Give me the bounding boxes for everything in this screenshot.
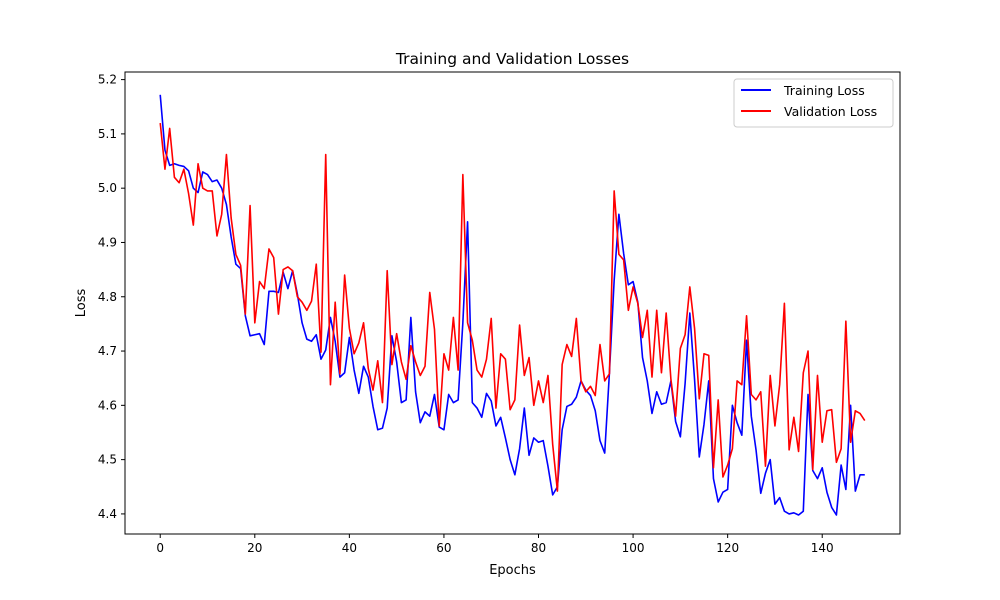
y-tick-label: 4.8 <box>98 290 117 304</box>
x-tick-label: 0 <box>156 541 164 555</box>
x-tick-label: 140 <box>811 541 834 555</box>
chart-title: Training and Validation Losses <box>395 50 629 68</box>
training-loss-line <box>159 94 865 516</box>
y-axis-ticks: 4.4 4.5 4.6 4.7 4.8 4.9 5.0 5.1 5.2 <box>98 73 125 521</box>
y-tick-label: 5.1 <box>98 127 117 141</box>
x-tick-label: 60 <box>436 541 451 555</box>
y-tick-label: 4.5 <box>98 453 117 467</box>
legend: Training Loss Validation Loss <box>733 78 894 128</box>
x-tick-label: 80 <box>531 541 546 555</box>
y-axis-label: Loss <box>74 289 89 318</box>
x-tick-label: 100 <box>622 541 645 555</box>
y-tick-label: 5.2 <box>98 73 117 87</box>
x-tick-label: 120 <box>716 541 739 555</box>
x-tick-label: 40 <box>342 541 357 555</box>
x-tick-label: 20 <box>247 541 262 555</box>
validation-loss-line <box>159 122 866 492</box>
y-tick-label: 5.0 <box>98 181 117 195</box>
y-tick-label: 4.6 <box>98 398 117 412</box>
legend-label-training: Training Loss <box>783 83 865 98</box>
y-tick-label: 4.7 <box>98 344 117 358</box>
y-tick-label: 4.4 <box>98 507 117 521</box>
legend-box <box>733 78 894 128</box>
x-axis-ticks: 0 20 40 60 80 100 120 140 <box>156 534 834 555</box>
y-tick-label: 4.9 <box>98 235 117 249</box>
plot-frame <box>124 71 901 535</box>
legend-label-validation: Validation Loss <box>784 104 877 119</box>
x-axis-label: Epochs <box>489 563 536 578</box>
plot-lines <box>159 94 866 516</box>
